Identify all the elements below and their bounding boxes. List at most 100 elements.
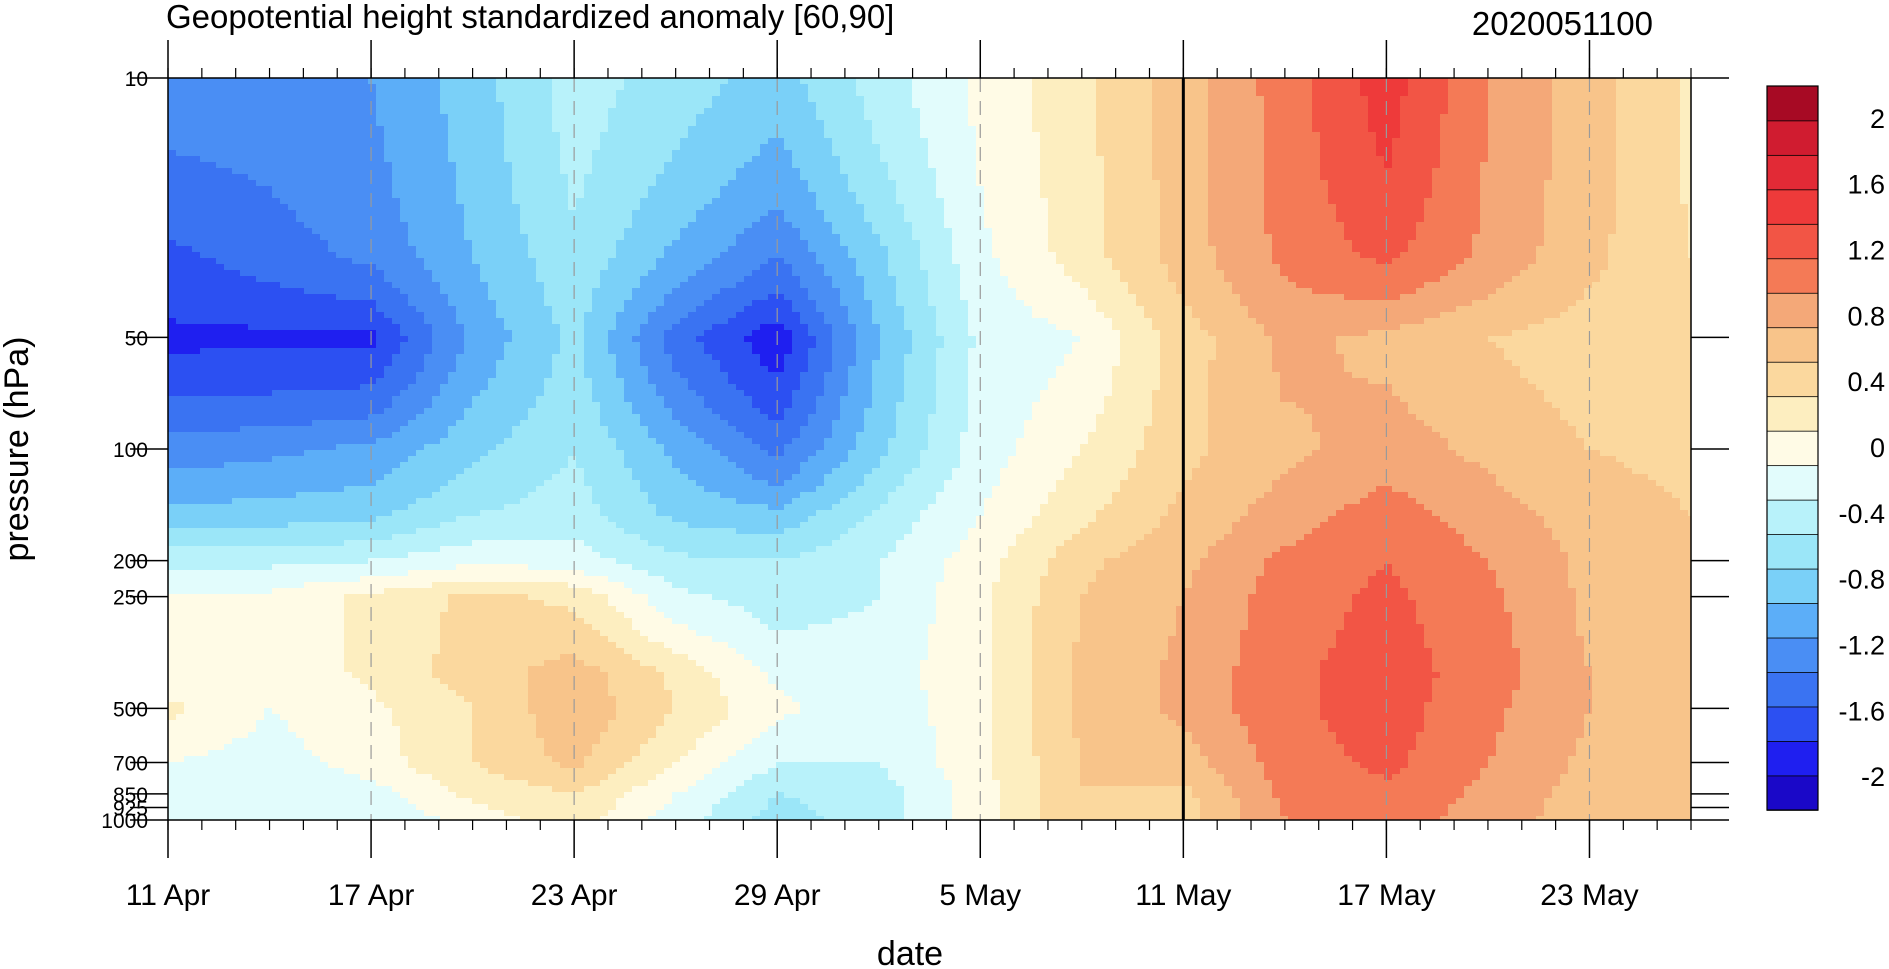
field-cell	[1248, 90, 1257, 97]
field-cell	[792, 210, 801, 217]
field-cell	[512, 186, 521, 193]
field-cell	[544, 78, 553, 85]
field-cell	[232, 132, 241, 139]
field-cell	[848, 150, 857, 157]
field-cell	[1584, 186, 1593, 193]
field-cell	[616, 204, 625, 211]
field-cell	[1256, 132, 1265, 139]
field-cell	[1400, 228, 1409, 235]
field-cell	[1328, 108, 1337, 115]
field-cell	[1000, 144, 1009, 151]
field-cell	[1552, 120, 1561, 127]
field-cell	[192, 168, 201, 175]
field-cell	[440, 228, 449, 235]
field-cell	[1496, 204, 1505, 211]
field-cell	[1640, 96, 1649, 103]
field-cell	[880, 204, 889, 211]
field-cell	[1000, 174, 1009, 181]
field-cell	[624, 216, 633, 223]
field-cell	[440, 114, 449, 121]
field-cell	[1320, 114, 1329, 121]
field-cell	[1672, 132, 1681, 139]
field-cell	[1104, 78, 1113, 85]
field-cell	[840, 132, 849, 139]
field-cell	[512, 114, 521, 121]
field-cell	[1040, 102, 1049, 109]
field-cell	[960, 102, 969, 109]
field-cell	[1536, 210, 1545, 217]
field-cell	[216, 180, 225, 187]
field-cell	[744, 114, 753, 121]
field-cell	[192, 186, 201, 193]
field-cell	[192, 120, 201, 127]
field-cell	[1688, 84, 1697, 91]
field-cell	[312, 228, 321, 235]
field-cell	[928, 204, 937, 211]
field-cell	[1640, 84, 1649, 91]
field-cell	[1080, 204, 1089, 211]
field-cell	[1096, 216, 1105, 223]
field-cell	[520, 216, 529, 223]
field-cell	[616, 132, 625, 139]
field-cell	[184, 96, 193, 103]
field-cell	[1040, 120, 1049, 127]
field-cell	[1536, 108, 1545, 115]
field-cell	[504, 180, 513, 187]
field-cell	[736, 156, 745, 163]
field-cell	[400, 132, 409, 139]
field-cell	[176, 150, 185, 157]
field-cell	[1368, 156, 1377, 163]
field-cell	[1016, 228, 1025, 235]
field-cell	[544, 222, 553, 229]
field-cell	[904, 90, 913, 97]
field-cell	[984, 144, 993, 151]
field-cell	[512, 138, 521, 145]
field-cell	[592, 228, 601, 235]
field-cell	[544, 216, 553, 223]
field-cell	[216, 96, 225, 103]
field-cell	[1536, 132, 1545, 139]
field-cell	[1496, 84, 1505, 91]
field-cell	[1384, 132, 1393, 139]
field-cell	[1128, 168, 1137, 175]
field-cell	[1160, 108, 1169, 115]
field-cell	[488, 168, 497, 175]
field-cell	[376, 234, 385, 241]
field-cell	[568, 204, 577, 211]
field-cell	[1080, 174, 1089, 181]
field-cell	[176, 198, 185, 205]
field-cell	[1096, 138, 1105, 145]
field-cell	[232, 180, 241, 187]
field-cell	[368, 156, 377, 163]
field-cell	[192, 204, 201, 211]
field-cell	[952, 174, 961, 181]
field-cell	[1328, 222, 1337, 229]
field-cell	[1464, 162, 1473, 169]
field-cell	[328, 162, 337, 169]
field-cell	[1064, 174, 1073, 181]
field-cell	[632, 132, 641, 139]
field-cell	[1304, 216, 1313, 223]
field-cell	[408, 150, 417, 157]
field-cell	[360, 150, 369, 157]
field-cell	[664, 222, 673, 229]
field-cell	[1272, 168, 1281, 175]
field-cell	[1168, 222, 1177, 229]
field-cell	[1144, 90, 1153, 97]
field-cell	[384, 120, 393, 127]
field-cell	[208, 156, 217, 163]
field-cell	[1504, 174, 1513, 181]
field-cell	[568, 96, 577, 103]
field-cell	[1680, 90, 1689, 97]
field-cell	[592, 132, 601, 139]
field-cell	[536, 186, 545, 193]
field-cell	[1232, 186, 1241, 193]
field-cell	[1008, 216, 1017, 223]
field-cell	[928, 144, 937, 151]
field-cell	[1032, 168, 1041, 175]
field-cell	[216, 210, 225, 217]
field-cell	[1656, 102, 1665, 109]
field-cell	[592, 198, 601, 205]
field-cell	[696, 150, 705, 157]
field-cell	[184, 90, 193, 97]
